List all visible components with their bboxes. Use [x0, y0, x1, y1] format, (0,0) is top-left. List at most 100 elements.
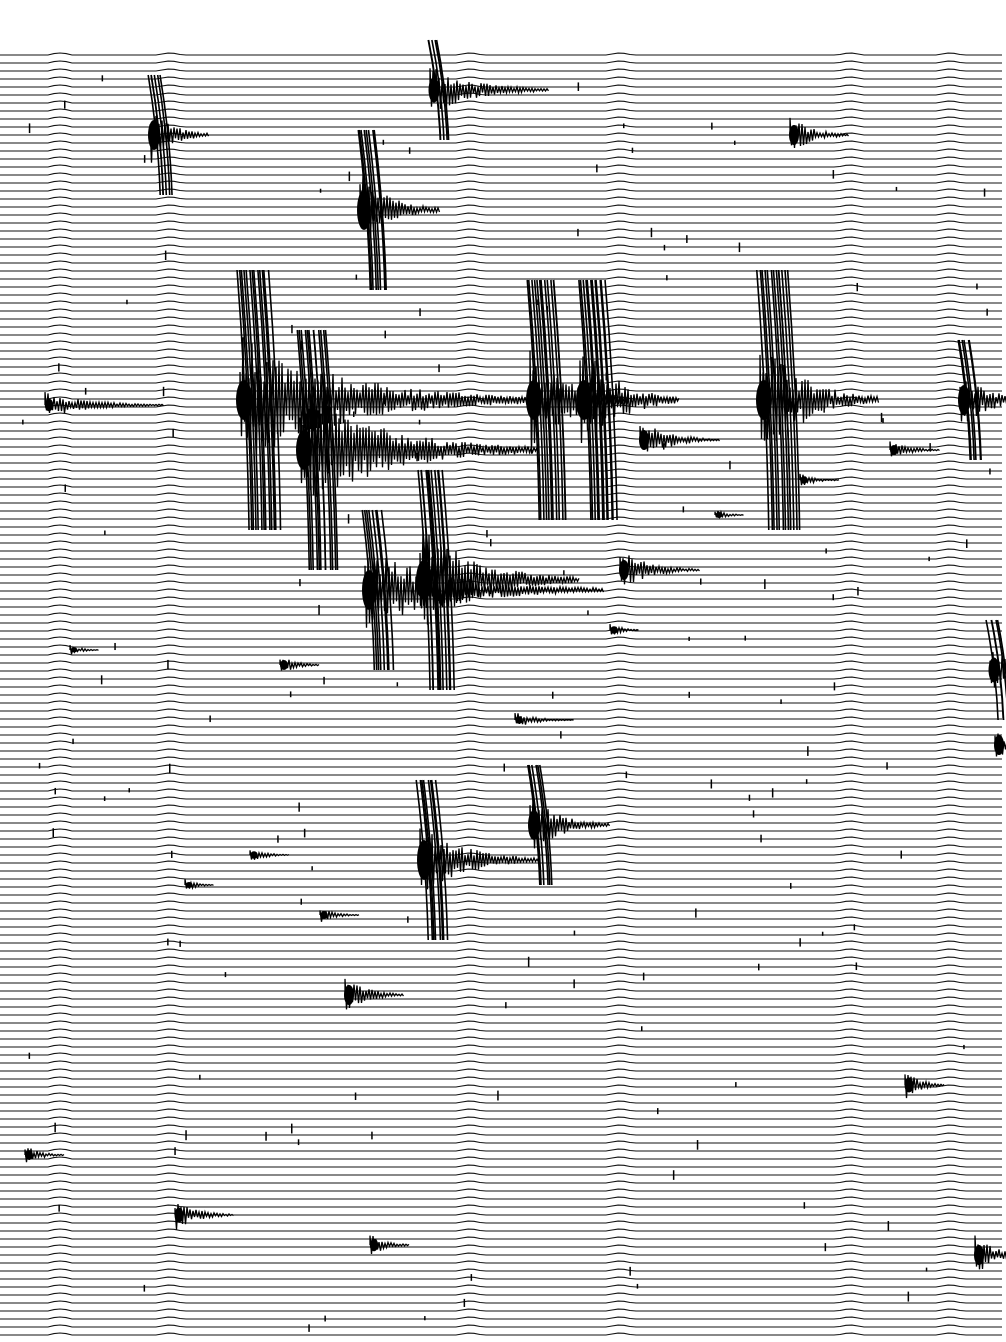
event-arc [368, 509, 382, 671]
event-arc [365, 129, 380, 291]
trace-line [0, 252, 1002, 256]
trace-line [0, 1316, 1002, 1320]
event-core [610, 626, 618, 634]
event-core [789, 125, 799, 145]
blip [928, 556, 930, 562]
trace-line [0, 1028, 1002, 1032]
blip [771, 788, 774, 798]
blip [291, 324, 293, 334]
blip [682, 506, 685, 513]
blip [560, 731, 562, 739]
trace-line [0, 1212, 1002, 1216]
blip [735, 1082, 737, 1088]
blip [807, 746, 809, 756]
trace-line [0, 772, 1002, 776]
trace-line [0, 1332, 1002, 1336]
blip [605, 372, 607, 381]
blip [688, 691, 690, 698]
event-arc [775, 269, 790, 531]
event-arc [365, 509, 380, 671]
event-core [44, 398, 54, 412]
blip [882, 418, 884, 423]
trace-line [0, 204, 1002, 208]
trace-line [0, 1004, 1002, 1008]
trace-line [0, 1188, 1002, 1192]
trace-line [0, 964, 1002, 968]
trace-line [0, 780, 1002, 784]
blip [371, 1131, 373, 1140]
event-arc [159, 74, 173, 196]
trace-line [0, 292, 1002, 296]
trace-line [0, 1012, 1002, 1016]
trace-line [0, 492, 1002, 496]
blip [853, 924, 856, 931]
trace-line [0, 100, 1002, 104]
event-arc [539, 764, 553, 886]
event-arc [604, 279, 618, 521]
trace-line [0, 164, 1002, 168]
trace-line [0, 276, 1002, 280]
blip [169, 763, 171, 774]
trace-line [0, 300, 1002, 304]
trace-line [0, 636, 1002, 640]
trace-line [0, 860, 1002, 864]
trace-line [0, 804, 1002, 808]
trace-line [0, 196, 1002, 200]
event-arc [435, 39, 450, 141]
blip [696, 1140, 699, 1150]
event-arc [761, 269, 775, 531]
blip [663, 244, 666, 251]
trace-line [0, 1100, 1002, 1104]
blip [408, 147, 411, 154]
event-arc [533, 279, 548, 521]
event-arc [245, 269, 259, 531]
event-arc [153, 74, 168, 196]
trace-line [0, 940, 1002, 944]
trace-line [0, 708, 1002, 712]
trace-line [0, 892, 1002, 896]
blip [832, 170, 835, 179]
trace-line [0, 1236, 1002, 1240]
blip [470, 1274, 473, 1281]
blip [291, 1123, 293, 1134]
event-arc [526, 279, 541, 521]
blip [101, 75, 104, 82]
event-arc [958, 339, 972, 461]
event-arc [434, 779, 449, 941]
trace-line [0, 1260, 1002, 1264]
trace-line [0, 836, 1002, 840]
event-arc [358, 129, 373, 291]
event-core [890, 445, 898, 455]
event-arc [308, 329, 322, 571]
trace-line [0, 596, 1002, 600]
blip [976, 283, 978, 290]
event-arc [590, 279, 604, 521]
trace-line [0, 660, 1002, 664]
trace-line [0, 724, 1002, 728]
blip [587, 610, 589, 616]
trace-line [0, 756, 1002, 760]
trace-line [0, 1292, 1002, 1296]
blip [456, 82, 458, 91]
blip [663, 443, 665, 450]
blip [686, 235, 688, 243]
trace-line [0, 76, 1002, 80]
event-core [715, 512, 723, 518]
trace-line [0, 220, 1002, 224]
blip [631, 147, 634, 153]
trace-line [0, 468, 1002, 472]
blip [354, 1092, 357, 1101]
blip [966, 539, 968, 549]
event-arc [968, 339, 982, 461]
event-arc [985, 619, 999, 721]
event-arc [312, 329, 327, 571]
event-core [280, 660, 288, 670]
trace-line [0, 812, 1002, 816]
trace-line [0, 516, 1002, 520]
event-arc [536, 279, 550, 521]
trace-line [0, 356, 1002, 360]
trace-line [0, 844, 1002, 848]
blip [929, 443, 931, 452]
trace-line [0, 1164, 1002, 1168]
trace-line [0, 1172, 1002, 1176]
